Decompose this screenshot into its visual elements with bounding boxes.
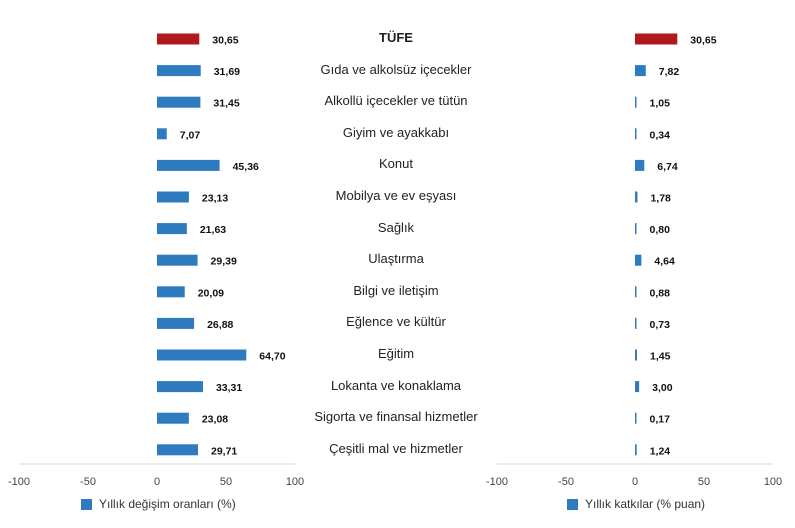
x-tick-label-right: 100: [764, 476, 782, 488]
data-label-left: 30,65: [212, 35, 238, 47]
data-label-right: 0,73: [650, 319, 671, 331]
category-label: Çeşitli mal ve hizmetler: [329, 440, 463, 456]
data-label-left: 33,31: [216, 382, 242, 394]
bar-right: [635, 444, 637, 456]
x-tick-label-right: 50: [698, 476, 710, 488]
bar-left: [157, 254, 198, 266]
data-label-left: 21,63: [200, 224, 226, 236]
x-tick-label-left: 100: [286, 476, 304, 488]
data-label-right: 0,17: [650, 414, 671, 426]
data-label-right: 3,00: [652, 382, 673, 394]
bar-right: [635, 349, 638, 361]
legend-left: Yıllık değişim oranları (%): [81, 497, 236, 511]
bar-left: [157, 286, 185, 298]
data-label-right: 0,88: [650, 287, 671, 299]
x-tick-label-left: 0: [154, 476, 160, 488]
bar-left: [157, 33, 200, 45]
bar-left: [157, 96, 201, 108]
bar-left: [157, 223, 187, 235]
data-label-left: 20,09: [198, 287, 224, 299]
data-label-right: 6,74: [657, 161, 678, 173]
category-label: Bilgi ve iletişim: [353, 282, 439, 298]
bar-left: [157, 191, 189, 203]
category-label: Konut: [379, 156, 413, 172]
data-label-left: 23,08: [202, 414, 228, 426]
bar-right: [635, 254, 642, 266]
bar-right: [635, 159, 645, 171]
legend-swatch-right: [567, 498, 578, 510]
bar-right: [635, 223, 637, 235]
x-tick-label-right: 0: [632, 476, 638, 488]
bar-right: [635, 286, 637, 298]
bar-left: [157, 317, 195, 329]
bar-right: [635, 191, 638, 203]
legend-label-left: Yıllık değişim oranları (%): [99, 497, 236, 511]
data-label-left: 26,88: [207, 319, 233, 331]
data-label-left: 64,70: [259, 351, 285, 363]
data-label-left: 23,13: [202, 193, 228, 205]
category-label: Alkollü içecekler ve tütün: [324, 93, 468, 109]
legend-label-right: Yıllık katkılar (% puan): [585, 497, 706, 511]
data-label-left: 31,69: [214, 66, 240, 78]
bar-left: [157, 349, 247, 361]
data-label-left: 29,71: [211, 445, 237, 457]
data-label-right: 30,65: [690, 35, 716, 47]
data-label-right: 4,64: [654, 256, 675, 268]
data-label-right: 0,34: [650, 129, 671, 141]
data-label-right: 0,80: [650, 224, 671, 236]
bar-right: [635, 128, 637, 140]
bar-left: [157, 159, 220, 171]
category-label: Mobilya ve ev eşyası: [335, 188, 457, 203]
bar-left: [157, 412, 189, 424]
data-label-right: 7,82: [659, 66, 680, 78]
data-label-right: 1,24: [650, 445, 671, 457]
bar-right: [635, 33, 678, 45]
bar-right: [635, 96, 637, 108]
bar-right: [635, 317, 637, 329]
data-label-left: 45,36: [233, 161, 259, 173]
category-label: Lokanta ve konaklama: [330, 377, 462, 393]
data-label-right: 1,05: [650, 98, 671, 110]
bar-right: [635, 412, 637, 424]
data-label-left: 31,45: [213, 98, 239, 110]
data-label-left: 29,39: [211, 256, 237, 268]
x-tick-label-right: -100: [486, 476, 508, 488]
category-label: Sigorta ve finansal hizmetler: [314, 409, 478, 425]
x-tick-label-left: -50: [80, 476, 96, 488]
bar-left: [157, 65, 201, 77]
category-label: TÜFE: [379, 30, 413, 45]
legend-right: Yıllık katkılar (% puan): [567, 497, 705, 511]
category-label: Gıda ve alkolsüz içecekler: [320, 61, 472, 77]
category-label: Giyim ve ayakkabı: [342, 124, 450, 140]
x-tick-label-right: -50: [558, 476, 574, 488]
bar-left: [157, 381, 203, 393]
category-label: Ulaştırma: [368, 251, 424, 267]
x-tick-label-left: 50: [220, 476, 232, 488]
category-label: Eğitim: [377, 346, 415, 361]
data-label-right: 1,78: [650, 193, 671, 205]
category-label: Eğlence ve kültür: [346, 314, 446, 330]
legend-swatch-left: [81, 498, 92, 510]
bar-left: [157, 128, 167, 140]
bar-right: [635, 381, 640, 393]
category-label: Sağlık: [377, 219, 415, 235]
data-label-left: 7,07: [180, 129, 201, 141]
data-label-right: 1,45: [650, 351, 671, 363]
x-tick-label-left: -100: [8, 476, 30, 488]
bar-left: [157, 444, 198, 456]
bar-right: [635, 65, 646, 77]
